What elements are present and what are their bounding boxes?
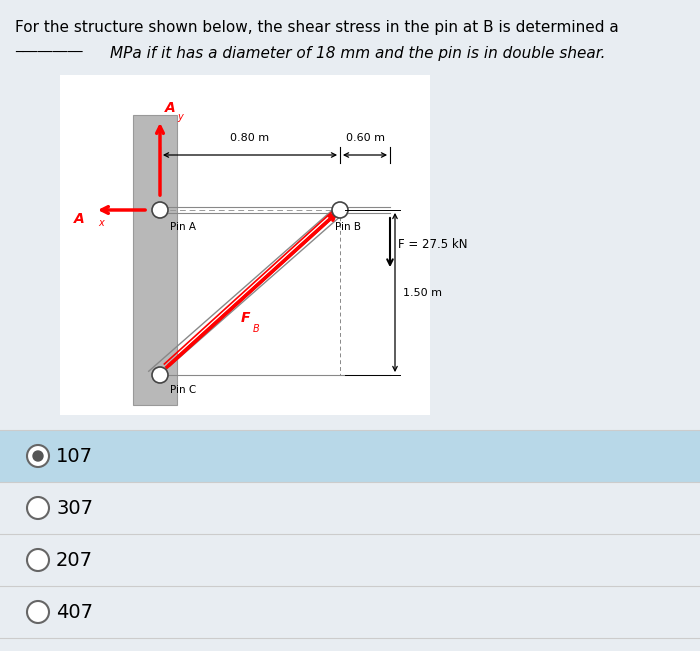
Text: ─────────: ─────────: [15, 46, 83, 59]
Text: B: B: [253, 324, 260, 335]
Circle shape: [152, 367, 168, 383]
Bar: [133, 115, 177, 405]
Text: A: A: [74, 212, 85, 226]
Circle shape: [27, 445, 49, 467]
Circle shape: [33, 451, 43, 461]
Text: Pin C: Pin C: [170, 385, 196, 395]
Bar: [0, 430, 700, 482]
Text: For the structure shown below, the shear stress in the pin at B is determined a: For the structure shown below, the shear…: [15, 20, 619, 35]
Circle shape: [27, 549, 49, 571]
Text: MPa if it has a diameter of 18 mm and the pin is in double shear.: MPa if it has a diameter of 18 mm and th…: [110, 46, 606, 61]
Text: F: F: [241, 311, 251, 324]
Text: 1.50 m: 1.50 m: [403, 288, 442, 298]
Circle shape: [27, 497, 49, 519]
Text: Pin B: Pin B: [335, 222, 361, 232]
Text: 0.60 m: 0.60 m: [346, 133, 384, 143]
Text: A: A: [165, 101, 176, 115]
Text: y: y: [177, 112, 183, 122]
Text: 207: 207: [56, 551, 93, 570]
Circle shape: [152, 202, 168, 218]
Text: Pin A: Pin A: [170, 222, 196, 232]
Text: 0.80 m: 0.80 m: [230, 133, 270, 143]
Circle shape: [27, 601, 49, 623]
Text: 407: 407: [56, 602, 93, 622]
Bar: [60, 75, 430, 415]
Text: 107: 107: [56, 447, 93, 465]
Circle shape: [332, 202, 348, 218]
Text: x: x: [98, 218, 104, 228]
Text: 307: 307: [56, 499, 93, 518]
Text: F = 27.5 kN: F = 27.5 kN: [398, 238, 468, 251]
